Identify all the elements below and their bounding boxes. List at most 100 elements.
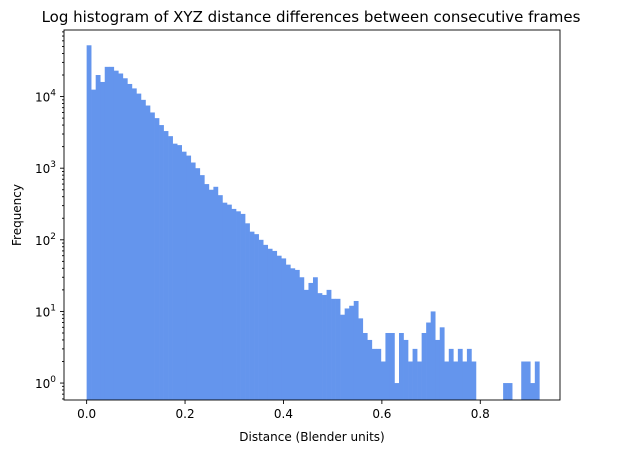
histogram-bar (457, 348, 463, 400)
histogram-bar (181, 151, 187, 400)
histogram-bar (100, 81, 106, 400)
histogram-bar (177, 145, 182, 400)
histogram-bar (190, 162, 196, 400)
y-tick-label: 101 (35, 303, 56, 319)
histogram-bar (466, 348, 472, 400)
histogram-bar (521, 361, 527, 400)
histogram-bar (272, 250, 278, 400)
plot-frame (63, 29, 561, 401)
histogram-bar (308, 282, 314, 400)
histogram-bar (408, 361, 413, 400)
histogram-bar (317, 293, 323, 400)
histogram-bar (267, 248, 273, 400)
histogram-bar (444, 361, 450, 400)
histogram-bar (399, 332, 404, 400)
histogram-bar (245, 223, 250, 400)
histogram-bar (127, 83, 133, 401)
histogram-bar (331, 298, 336, 400)
histogram-bar (136, 93, 142, 400)
histogram-bar (299, 277, 305, 400)
histogram-bar (159, 125, 164, 400)
histogram-bar (172, 143, 178, 400)
histogram-bar (131, 88, 137, 400)
histogram-bar (385, 332, 391, 400)
y-axis-label: Frequency (10, 184, 24, 246)
histogram-bar (426, 322, 431, 400)
histogram-bar (91, 89, 96, 400)
histogram-bar (439, 327, 445, 400)
x-tick-label: 0.8 (471, 407, 490, 421)
histogram-bar (362, 332, 368, 400)
histogram-bar (199, 175, 205, 400)
histogram-bar (358, 318, 364, 400)
histogram-bar (226, 204, 232, 400)
x-axis-ticks: 0.0 0.2 0.4 0.6 0.8 (77, 400, 490, 421)
histogram-bar (145, 105, 151, 401)
histogram-bar (204, 184, 210, 400)
histogram-bar (435, 339, 441, 400)
y-tick-label: 104 (35, 89, 56, 105)
histogram-bar (412, 348, 418, 400)
histogram-bar (290, 268, 296, 400)
histogram-bar (353, 300, 359, 400)
histogram-bar (448, 348, 454, 400)
histogram-bar (322, 294, 327, 400)
histogram-bar (150, 112, 155, 401)
histogram-bar (394, 383, 400, 400)
histogram-bar (240, 213, 246, 400)
histogram-bar (530, 383, 536, 400)
histogram-bar (285, 264, 291, 400)
histogram-bar (104, 66, 110, 400)
histogram-bar (254, 234, 259, 400)
histogram-bar (403, 339, 409, 400)
x-tick-label: 0.0 (77, 407, 96, 421)
histogram-bar (213, 186, 219, 400)
histogram-bar (294, 269, 300, 400)
x-tick-label: 0.6 (372, 407, 391, 421)
histogram-bar (163, 131, 169, 401)
histogram-bar (326, 289, 332, 400)
histogram-bar (534, 361, 540, 400)
histogram-bars (86, 45, 540, 401)
histogram-bar (525, 361, 531, 400)
y-tick-label: 102 (35, 232, 56, 248)
histogram-bar (231, 208, 237, 400)
y-tick-label: 100 (35, 375, 56, 391)
histogram-bar (430, 311, 436, 400)
chart-title: Log histogram of XYZ distance difference… (42, 8, 581, 26)
histogram-bar (186, 155, 192, 400)
histogram-bar (453, 361, 459, 400)
histogram-bar (263, 244, 269, 400)
histogram-bar (154, 118, 160, 400)
histogram-bar (95, 75, 101, 400)
histogram-bar (503, 383, 508, 400)
histogram-bar (389, 332, 395, 400)
histogram-bar (217, 195, 223, 400)
histogram-bar (113, 70, 119, 400)
histogram-bar (168, 136, 173, 400)
histogram-bar (371, 348, 377, 400)
histogram-bar (312, 277, 318, 400)
histogram-bar (380, 361, 386, 400)
y-axis-ticks: 100 101 102 103 104 (35, 31, 64, 400)
histogram-bar (367, 339, 373, 400)
histogram-bar (344, 308, 350, 400)
x-axis-label: Distance (Blender units) (239, 430, 384, 444)
x-tick-label: 0.2 (176, 407, 195, 421)
histogram-bar (281, 258, 287, 400)
histogram-bar (349, 305, 355, 400)
histogram-bar (222, 202, 228, 400)
histogram-bar (122, 78, 128, 400)
histogram-bar (249, 231, 255, 400)
histogram-bar (86, 45, 92, 400)
x-tick-label: 0.4 (274, 407, 293, 421)
histogram-bar (376, 348, 382, 400)
histogram-bar (276, 255, 282, 400)
histogram-bar (258, 239, 264, 400)
y-tick-label: 103 (35, 160, 56, 176)
histogram-bar (421, 332, 427, 400)
histogram-bar (462, 361, 468, 400)
histogram-bar (109, 66, 115, 400)
histogram-bar (236, 211, 241, 400)
